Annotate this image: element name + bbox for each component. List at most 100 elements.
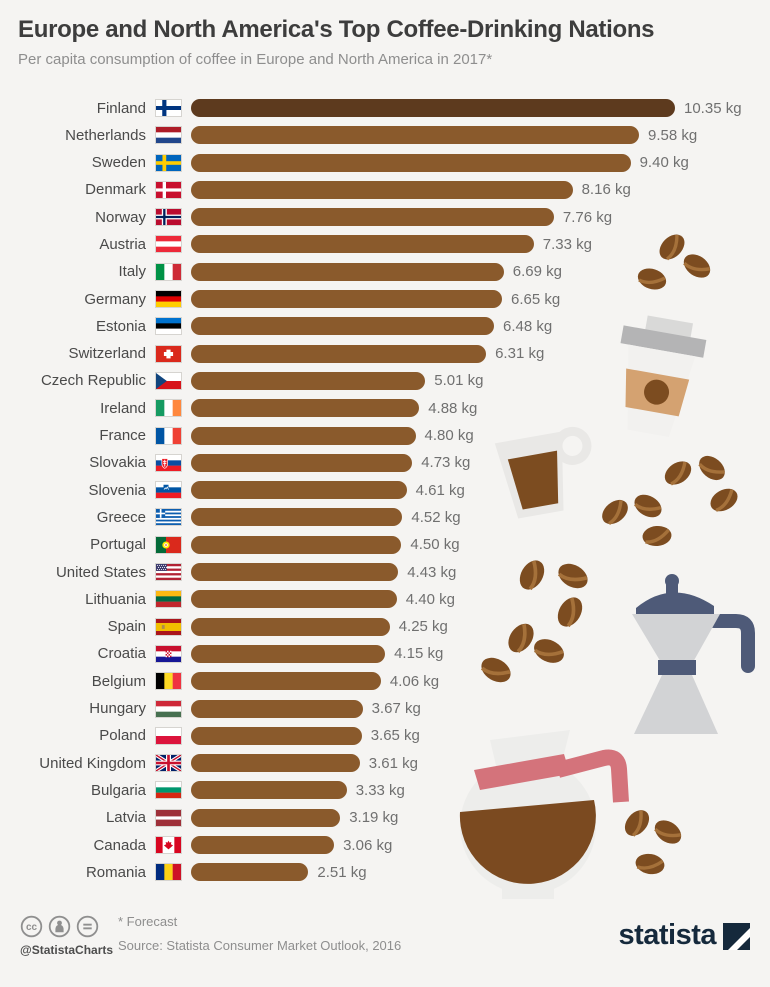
bar-row: Romania 2.51 kg <box>18 863 762 882</box>
bar-track: 9.40 kg <box>191 153 762 172</box>
bar <box>191 836 335 855</box>
footer: cc @StatistaCharts * Forecast Source: St… <box>20 913 750 977</box>
flag-nl-icon <box>155 126 182 145</box>
bar-row: Portugal 4.50 kg <box>18 535 762 554</box>
bar <box>191 644 386 663</box>
value-label: 4.52 kg <box>411 508 461 526</box>
source-note: Source: Statista Consumer Market Outlook… <box>118 938 402 953</box>
country-label: Spain <box>107 618 146 636</box>
bar-row: Austria 7.33 kg <box>18 235 762 254</box>
flag-hr-icon <box>155 644 182 663</box>
country-label: Hungary <box>89 700 146 718</box>
flag-gb-icon <box>155 754 182 773</box>
bar-chart: Finland 10.35 kg Netherlands 9.58 kg Swe… <box>18 99 762 891</box>
bar <box>191 754 360 773</box>
bar-row: Belgium 4.06 kg <box>18 672 762 691</box>
bar-track: 4.15 kg <box>191 644 762 663</box>
flag-lt-icon <box>155 590 182 609</box>
bar-row: Poland 3.65 kg <box>18 726 762 745</box>
bar-row: Czech Republic 5.01 kg <box>18 371 762 390</box>
bar <box>191 590 397 609</box>
value-label: 4.15 kg <box>394 645 444 663</box>
bar <box>191 481 407 500</box>
bar-track: 3.06 kg <box>191 836 762 855</box>
flag-lv-icon <box>155 808 182 827</box>
bar <box>191 508 403 527</box>
flag-ca-icon <box>155 836 182 855</box>
country-label: France <box>99 427 146 445</box>
bar <box>191 208 554 227</box>
bar-row: Sweden 9.40 kg <box>18 153 762 172</box>
value-label: 4.40 kg <box>405 590 456 608</box>
bar <box>191 344 487 363</box>
value-label: 9.58 kg <box>648 126 698 144</box>
value-label: 4.88 kg <box>428 399 478 417</box>
cc-license-icons: cc <box>20 915 99 938</box>
bar-track: 6.48 kg <box>191 317 762 336</box>
bar-track: 6.31 kg <box>191 344 762 363</box>
bar-row: Greece 4.52 kg <box>18 508 762 527</box>
country-label: Poland <box>99 727 146 745</box>
value-label: 3.67 kg <box>371 700 421 718</box>
value-label: 7.33 kg <box>542 235 593 253</box>
bar-track: 4.52 kg <box>191 508 762 527</box>
flag-fr-icon <box>155 426 182 445</box>
cc-icon: cc <box>20 915 43 938</box>
bar-row: Germany 6.65 kg <box>18 290 762 309</box>
bar-row: Netherlands 9.58 kg <box>18 126 762 145</box>
flag-cz-icon <box>155 371 182 390</box>
bar-row: Slovenia 4.61 kg <box>18 481 762 500</box>
bar-track: 10.35 kg <box>191 99 762 117</box>
bar <box>191 453 413 472</box>
bar-track: 4.80 kg <box>191 426 762 445</box>
bar-row: Latvia 3.19 kg <box>18 808 762 827</box>
country-label: Belgium <box>91 672 146 690</box>
bar <box>191 781 347 800</box>
bar <box>191 672 381 691</box>
flag-ee-icon <box>155 317 182 336</box>
bar-track: 4.61 kg <box>191 481 762 500</box>
country-label: United Kingdom <box>39 754 146 772</box>
bar-track: 3.61 kg <box>191 754 762 773</box>
country-label: Czech Republic <box>40 372 146 390</box>
bar <box>191 726 362 745</box>
country-label: Latvia <box>105 809 146 827</box>
bar-row: Ireland 4.88 kg <box>18 399 762 418</box>
svg-text:cc: cc <box>26 922 38 933</box>
bar-row: United States 4.43 kg <box>18 563 762 582</box>
value-label: 4.43 kg <box>407 563 457 581</box>
bar <box>191 808 341 827</box>
bar-track: 7.33 kg <box>191 235 762 254</box>
flag-bg-icon <box>155 781 182 800</box>
bar-track: 3.19 kg <box>191 808 762 827</box>
value-label: 6.48 kg <box>503 317 553 335</box>
country-label: Croatia <box>97 645 146 663</box>
country-label: Finland <box>96 99 146 117</box>
bar-track: 4.06 kg <box>191 672 762 691</box>
flag-gr-icon <box>155 508 182 527</box>
bar-row: Spain 4.25 kg <box>18 617 762 636</box>
bar-row: Bulgaria 3.33 kg <box>18 781 762 800</box>
flag-us-icon <box>155 563 182 582</box>
value-label: 4.25 kg <box>398 618 448 636</box>
bar <box>191 99 675 117</box>
bar-track: 6.69 kg <box>191 262 762 281</box>
bar <box>191 699 363 718</box>
statista-handle: @StatistaCharts <box>20 943 114 957</box>
country-label: Sweden <box>91 154 146 172</box>
bar <box>191 399 420 418</box>
value-label: 4.50 kg <box>410 536 460 554</box>
country-label: Slovakia <box>89 454 146 472</box>
flag-si-icon <box>155 481 182 500</box>
bar-row: Switzerland 6.31 kg <box>18 344 762 363</box>
value-label: 3.06 kg <box>343 836 393 854</box>
bar-row: Norway 7.76 kg <box>18 208 762 227</box>
bar <box>191 371 426 390</box>
flag-no-icon <box>155 208 182 227</box>
bar <box>191 563 399 582</box>
value-label: 7.76 kg <box>562 208 613 226</box>
country-label: Greece <box>96 508 146 526</box>
bar-track: 9.58 kg <box>191 126 762 145</box>
footnotes: * Forecast Source: Statista Consumer Mar… <box>118 914 401 953</box>
